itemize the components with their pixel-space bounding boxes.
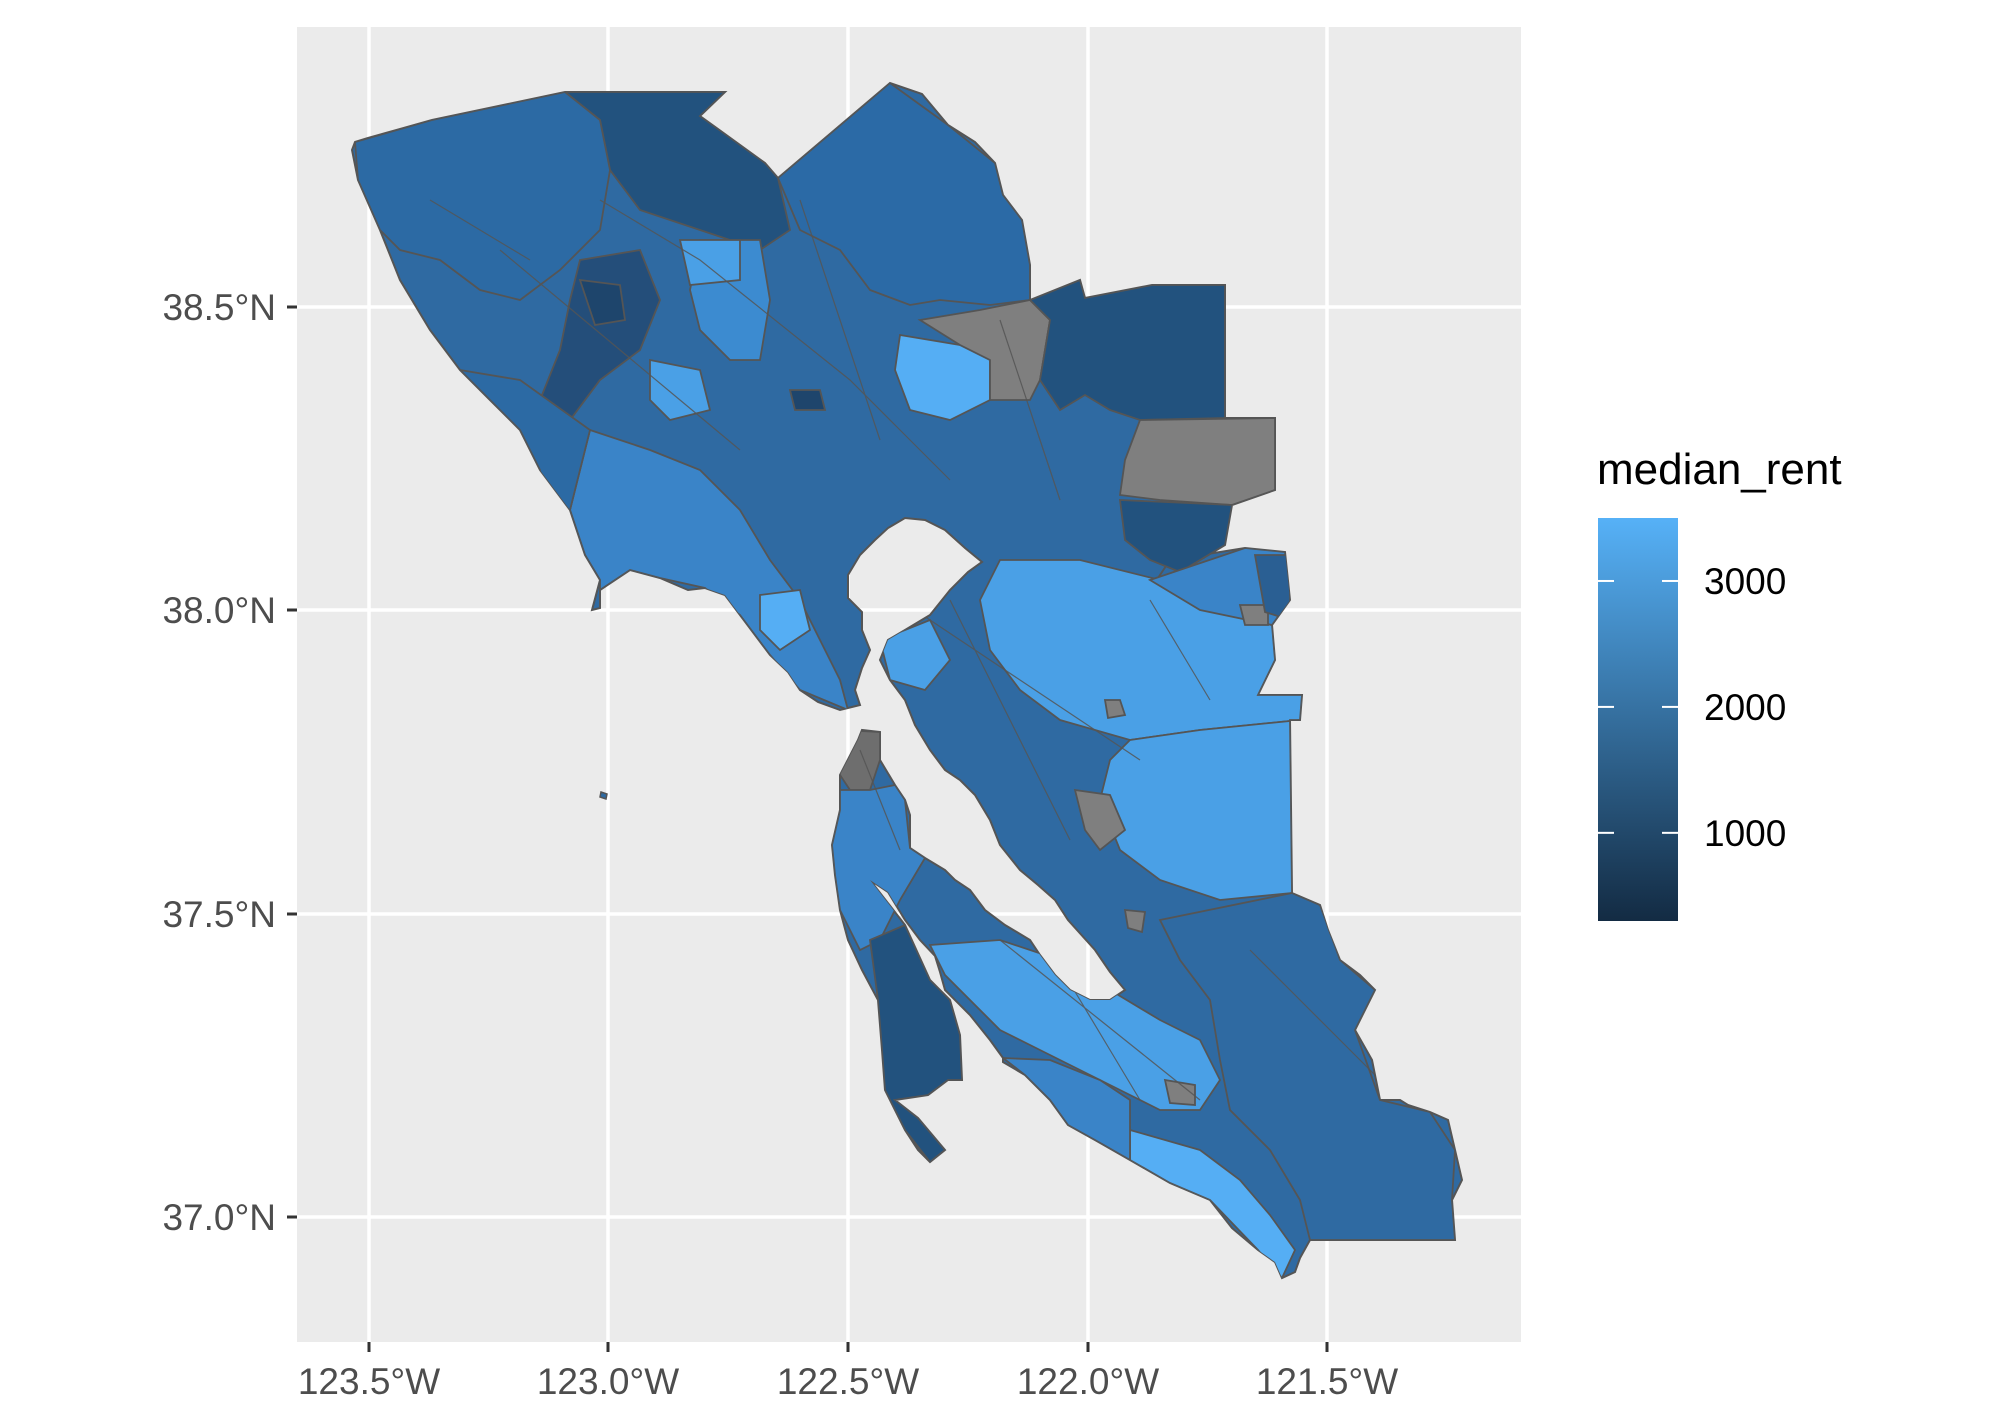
map-islet — [599, 791, 608, 800]
x-tick-label: 121.5°W — [1256, 1361, 1398, 1402]
map-tract-lines-2 — [499, 249, 741, 451]
legend-label: 1000 — [1704, 813, 1786, 854]
y-tick-label: 37.5°N — [162, 894, 276, 935]
map-tract-lines-4 — [899, 599, 1141, 761]
legend-title: median_rent — [1597, 445, 1842, 494]
map-region-dark-cluster — [538, 248, 661, 422]
y-tick-label: 37.0°N — [162, 1197, 276, 1238]
map-region-half-moon-bay-dark — [869, 923, 963, 1164]
x-tick-label: 123.5°W — [298, 1361, 440, 1402]
y-tick-label: 38.5°N — [162, 287, 276, 328]
legend-label: 3000 — [1704, 561, 1786, 602]
y-tick-label: 38.0°N — [162, 590, 276, 631]
y-axis-labels: 38.5°N 38.0°N 37.5°N 37.0°N — [162, 287, 276, 1238]
map-region-santa-clara-east — [1158, 892, 1456, 1241]
map-region-gray-solano — [1118, 417, 1276, 506]
map-patch-light-2 — [878, 618, 952, 692]
map-tract-lines-9 — [999, 319, 1061, 501]
x-axis-labels: 123.5°W 123.0°W 122.5°W 122.0°W 121.5°W — [298, 1361, 1398, 1402]
map-region-gray-napa — [917, 299, 1051, 401]
map-patch-gray-2 — [1103, 699, 1127, 720]
x-tick-label: 122.0°W — [1017, 1361, 1159, 1402]
map-tract-lines-3 — [799, 199, 881, 441]
map-patch-gray-3 — [1163, 1078, 1196, 1106]
bay-area-choropleth — [350, 81, 1464, 1280]
map-region-santa-cruz-coast — [1000, 1056, 1131, 1162]
map-patch-gray-5 — [1238, 604, 1269, 626]
map-tract-lines-8 — [859, 749, 901, 851]
map-tract-lines-1 — [599, 199, 951, 481]
map-tract-lines-12 — [1249, 949, 1401, 1101]
legend-label: 2000 — [1704, 687, 1786, 728]
map-tract-lines-6 — [999, 939, 1201, 1101]
map-region-west-sonoma — [354, 91, 611, 301]
axis-ticks — [287, 305, 1329, 1352]
map-tract-lines-10 — [1149, 599, 1211, 701]
map-patch-light-4 — [678, 239, 741, 286]
map-region-livermore — [1099, 719, 1301, 901]
x-tick-label: 122.5°W — [777, 1361, 919, 1402]
legend-colorbar — [1598, 518, 1678, 921]
map-tract-lines-5 — [949, 599, 1071, 841]
map-patch-gray-1 — [1073, 788, 1127, 852]
map-patch-dark-3 — [788, 389, 827, 411]
map-patch-gray-4 — [1123, 908, 1147, 934]
map-tract-lines-11 — [429, 199, 531, 261]
legend-ticks: 3000 2000 1000 — [1598, 561, 1786, 854]
map-patch-light-1 — [759, 589, 812, 652]
map-region-northeast-dark — [1028, 278, 1226, 421]
x-tick-label: 123.0°W — [537, 1361, 679, 1402]
color-legend: median_rent 3000 2000 1000 — [1597, 445, 1842, 921]
map-patch-light-3 — [649, 358, 712, 421]
map-patch-dark-2 — [578, 278, 627, 327]
